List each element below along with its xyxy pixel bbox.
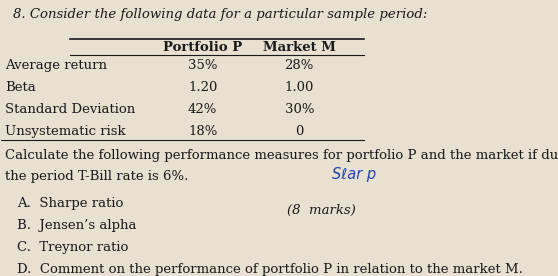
Text: Average return: Average return (6, 59, 107, 71)
Text: 1.20: 1.20 (188, 81, 218, 94)
Text: the period T-Bill rate is 6%.: the period T-Bill rate is 6%. (6, 169, 189, 182)
Text: Sℓar p: Sℓar p (331, 167, 376, 182)
Text: (8  marks): (8 marks) (287, 204, 355, 217)
Text: 0: 0 (295, 124, 304, 137)
Text: 42%: 42% (188, 102, 218, 116)
Text: 1.00: 1.00 (285, 81, 314, 94)
Text: 30%: 30% (285, 102, 314, 116)
Text: Market M: Market M (263, 41, 336, 54)
Text: A.  Sharpe ratio: A. Sharpe ratio (17, 197, 124, 210)
Text: 18%: 18% (188, 124, 218, 137)
Text: Beta: Beta (6, 81, 36, 94)
Text: D.  Comment on the performance of portfolio P in relation to the market M.: D. Comment on the performance of portfol… (17, 263, 523, 276)
Text: Calculate the following performance measures for portfolio P and the market if d: Calculate the following performance meas… (6, 149, 558, 162)
Text: 35%: 35% (188, 59, 218, 71)
Text: C.  Treynor ratio: C. Treynor ratio (17, 241, 129, 254)
Text: 8. Consider the following data for a particular sample period:: 8. Consider the following data for a par… (13, 8, 428, 21)
Text: B.  Jensen’s alpha: B. Jensen’s alpha (17, 219, 137, 232)
Text: 28%: 28% (285, 59, 314, 71)
Text: Portfolio P: Portfolio P (163, 41, 242, 54)
Text: Unsystematic risk: Unsystematic risk (6, 124, 126, 137)
Text: Standard Deviation: Standard Deviation (6, 102, 136, 116)
